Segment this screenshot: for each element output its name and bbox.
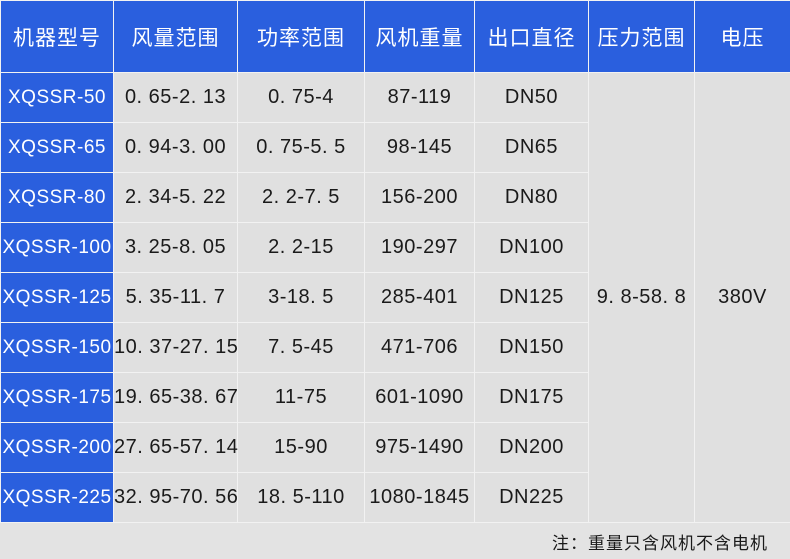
cell-air-volume: 3. 25-8. 05: [114, 223, 238, 273]
footer-note: 注：重量只含风机不含电机: [552, 529, 768, 554]
cell-outlet-diameter: DN100: [475, 223, 589, 273]
cell-power: 3-18. 5: [238, 273, 365, 323]
cell-outlet-diameter: DN175: [475, 373, 589, 423]
cell-voltage-merged: 380V: [695, 73, 790, 523]
cell-air-volume: 2. 34-5. 22: [114, 173, 238, 223]
cell-outlet-diameter: DN65: [475, 123, 589, 173]
cell-model: XQSSR-150: [1, 323, 114, 373]
cell-model: XQSSR-125: [1, 273, 114, 323]
cell-air-volume: 0. 65-2. 13: [114, 73, 238, 123]
footer-area: 注：重量只含风机不含电机: [0, 523, 790, 559]
cell-outlet-diameter: DN125: [475, 273, 589, 323]
cell-power: 11-75: [238, 373, 365, 423]
cell-outlet-diameter: DN80: [475, 173, 589, 223]
header-row: 机器型号 风量范围 功率范围 风机重量 出口直径 压力范围 电压: [1, 1, 790, 73]
cell-air-volume: 0. 94-3. 00: [114, 123, 238, 173]
cell-power: 7. 5-45: [238, 323, 365, 373]
cell-weight: 601-1090: [365, 373, 475, 423]
cell-air-volume: 27. 65-57. 14: [114, 423, 238, 473]
table-body: XQSSR-50 0. 65-2. 13 0. 75-4 87-119 DN50…: [1, 73, 790, 523]
cell-power: 0. 75-5. 5: [238, 123, 365, 173]
column-header-model: 机器型号: [1, 1, 114, 73]
column-header-weight: 风机重量: [365, 1, 475, 73]
cell-power: 0. 75-4: [238, 73, 365, 123]
cell-model: XQSSR-80: [1, 173, 114, 223]
cell-weight: 98-145: [365, 123, 475, 173]
column-header-pressure-range: 压力范围: [589, 1, 695, 73]
cell-outlet-diameter: DN50: [475, 73, 589, 123]
cell-power: 2. 2-15: [238, 223, 365, 273]
cell-weight: 285-401: [365, 273, 475, 323]
column-header-voltage: 电压: [695, 1, 790, 73]
column-header-power: 功率范围: [238, 1, 365, 73]
column-header-outlet-diameter: 出口直径: [475, 1, 589, 73]
cell-power: 18. 5-110: [238, 473, 365, 523]
cell-pressure-range-merged: 9. 8-58. 8: [589, 73, 695, 523]
cell-air-volume: 5. 35-11. 7: [114, 273, 238, 323]
cell-model: XQSSR-65: [1, 123, 114, 173]
cell-model: XQSSR-200: [1, 423, 114, 473]
cell-air-volume: 10. 37-27. 15: [114, 323, 238, 373]
cell-model: XQSSR-175: [1, 373, 114, 423]
cell-weight: 975-1490: [365, 423, 475, 473]
table-header: 机器型号 风量范围 功率范围 风机重量 出口直径 压力范围 电压: [1, 1, 790, 73]
cell-outlet-diameter: DN150: [475, 323, 589, 373]
cell-air-volume: 32. 95-70. 56: [114, 473, 238, 523]
cell-air-volume: 19. 65-38. 67: [114, 373, 238, 423]
cell-power: 2. 2-7. 5: [238, 173, 365, 223]
cell-weight: 87-119: [365, 73, 475, 123]
cell-weight: 471-706: [365, 323, 475, 373]
cell-outlet-diameter: DN200: [475, 423, 589, 473]
cell-model: XQSSR-225: [1, 473, 114, 523]
cell-power: 15-90: [238, 423, 365, 473]
cell-model: XQSSR-50: [1, 73, 114, 123]
specification-table: 机器型号 风量范围 功率范围 风机重量 出口直径 压力范围 电压 XQSSR-5…: [0, 0, 790, 523]
cell-outlet-diameter: DN225: [475, 473, 589, 523]
cell-weight: 1080-1845: [365, 473, 475, 523]
column-header-air-volume: 风量范围: [114, 1, 238, 73]
table-row: XQSSR-50 0. 65-2. 13 0. 75-4 87-119 DN50…: [1, 73, 790, 123]
cell-weight: 156-200: [365, 173, 475, 223]
cell-weight: 190-297: [365, 223, 475, 273]
cell-model: XQSSR-100: [1, 223, 114, 273]
